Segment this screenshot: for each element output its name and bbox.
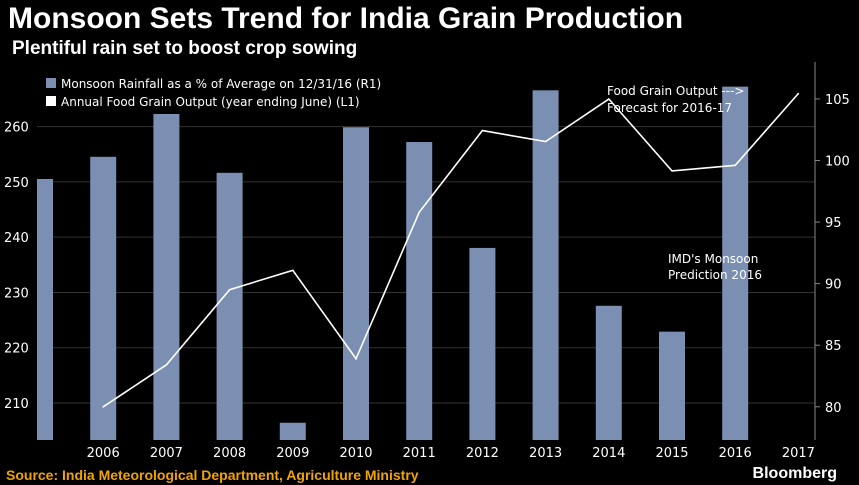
- y-left-tick-label: 230: [4, 286, 29, 301]
- y-right-tick-label: 95: [825, 216, 842, 231]
- point-2015: [671, 170, 673, 172]
- brand-logo: Bloomberg: [752, 465, 837, 482]
- source-note: Source: India Meteorological Department,…: [6, 467, 419, 483]
- bar-2007: [153, 80, 180, 440]
- x-tick-label: 2006: [87, 446, 120, 461]
- point-2017: [797, 92, 800, 95]
- bar-2012: [469, 247, 496, 440]
- annotation-imd-line1: IMD's Monsoon: [668, 252, 758, 266]
- grain-output-line: [102, 92, 800, 408]
- chart-title: Monsoon Sets Trend for India Grain Produ…: [8, 2, 684, 35]
- x-tick-label: 2007: [150, 446, 183, 461]
- y-left-tick-label: 210: [4, 397, 29, 412]
- rainfall-bars: [37, 80, 749, 441]
- point-2007: [165, 364, 168, 366]
- chart-subtitle: Plentiful rain set to boost crop sowing: [12, 38, 358, 59]
- x-tick-label: 2017: [782, 446, 815, 461]
- x-tick-label: 2009: [276, 446, 309, 461]
- x-tick-label: 2008: [213, 446, 246, 461]
- bar-2008: [216, 172, 243, 440]
- y-right-tick-label: 85: [825, 339, 842, 354]
- x-tick-label: 2011: [403, 446, 436, 461]
- bar-2006: [90, 156, 117, 441]
- point-2010: [355, 357, 357, 360]
- legend-swatch-rainfall: [46, 78, 56, 88]
- annotations: Food Grain Output ---> Forecast for 2016…: [607, 84, 762, 282]
- point-2014: [608, 98, 610, 100]
- y-left-tick-label: 240: [4, 231, 29, 246]
- point-2011: [418, 211, 421, 214]
- bar-2010: [343, 127, 369, 441]
- legend-box: [41, 72, 427, 114]
- x-tick-label: 2013: [529, 446, 562, 461]
- bar-2009: [279, 422, 306, 440]
- x-tick-label: 2014: [592, 446, 625, 461]
- legend: Monsoon Rainfall as a % of Average on 12…: [41, 72, 427, 114]
- y-right-tick-label: 100: [825, 155, 850, 170]
- bar-2005: [37, 178, 53, 440]
- point-2008: [228, 288, 231, 291]
- annotation-forecast-line1: Food Grain Output --->: [607, 84, 744, 98]
- point-2016: [734, 164, 736, 167]
- legend-label-rainfall: Monsoon Rainfall as a % of Average on 12…: [61, 77, 381, 91]
- bar-2014: [595, 305, 622, 440]
- y-left-tick-label: 260: [4, 121, 29, 136]
- tick-labels: 210 220 230 240 250 260 80 85 90 95 100 105 2006 2007…: [4, 93, 850, 461]
- annotation-imd-line2: Prediction 2016: [668, 268, 762, 282]
- bar-2015: [659, 331, 685, 440]
- point-2012: [481, 129, 484, 132]
- y-right-tick-label: 80: [825, 401, 842, 416]
- y-right-tick-label: 90: [825, 278, 842, 293]
- point-2006: [102, 406, 104, 408]
- grain-output-series-line: [102, 92, 800, 408]
- bar-2013: [532, 90, 559, 441]
- annotation-forecast-line2: Forecast for 2016-17: [607, 101, 732, 115]
- y-right-tick-label: 105: [825, 93, 850, 108]
- point-2009: [292, 269, 294, 272]
- x-tick-label: 2012: [466, 446, 499, 461]
- legend-swatch-output: [46, 96, 56, 106]
- legend-label-output: Annual Food Grain Output (year ending Ju…: [61, 95, 360, 109]
- point-2013: [544, 140, 547, 143]
- y-left-tick-label: 250: [4, 176, 29, 191]
- bar-2011: [406, 142, 433, 440]
- x-tick-label: 2010: [339, 446, 372, 461]
- bar-2016: [722, 86, 749, 441]
- y-left-tick-label: 220: [4, 342, 29, 357]
- x-tick-label: 2015: [655, 446, 688, 461]
- x-tick-label: 2016: [719, 446, 752, 461]
